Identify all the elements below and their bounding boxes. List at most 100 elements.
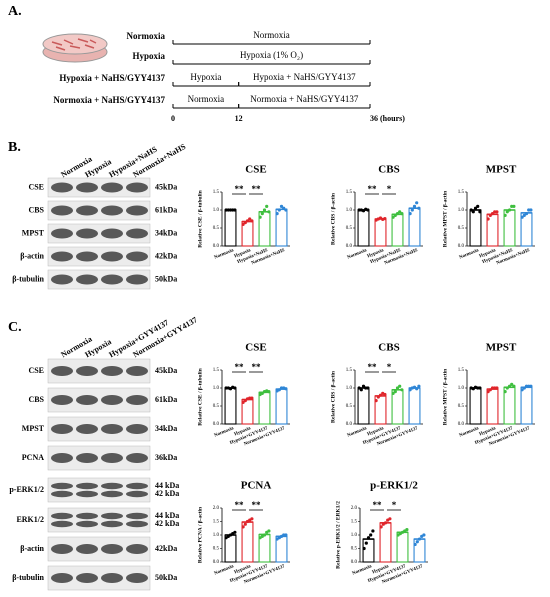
y-tick-label: 0.5 [346,226,353,231]
y-tick-label: 1.0 [351,533,358,538]
data-point [262,533,267,537]
x-tick-label: Hypoxia [367,426,386,437]
x-tick-label: Hypoxia [372,564,391,575]
blot-label: CSE [28,182,44,191]
panel-label: C. [8,320,22,335]
data-point [503,213,507,217]
y-tick-label: 1.5 [213,520,220,525]
y-tick-label: 0.0 [346,422,353,427]
panel-label: A. [8,4,22,19]
data-point [366,208,370,212]
data-point [510,382,514,386]
data-point [282,206,286,210]
bar [391,213,404,247]
bar [469,209,482,247]
x-tick-label: Normoxia [214,564,235,577]
data-point [275,212,279,216]
blot-band [126,512,148,520]
y-tick-label: 1.5 [458,368,465,373]
y-tick-label: 1.0 [213,386,220,391]
data-point [371,529,375,533]
data-point [522,386,526,390]
x-tick-label: Normoxia [214,248,235,261]
data-point [422,533,426,537]
data-point [277,208,281,212]
blot-strip [47,507,151,533]
data-point [507,208,512,212]
y-tick-label: 1.5 [458,190,465,195]
data-point [357,208,361,212]
blot-band [101,490,123,498]
condition-label: Hypoxia + NaHS/GYY4137 [59,73,165,83]
data-point [415,201,419,205]
data-point [476,204,480,208]
chart-title: CBS [378,164,399,176]
data-point [512,204,516,208]
data-point [362,546,366,551]
data-point [233,208,237,212]
data-point [361,384,366,388]
data-point [395,386,400,390]
data-point [486,217,490,221]
y-axis-label: Relative CBS / β-actin [330,371,336,423]
y-tick-label: 0.5 [213,547,220,552]
y-tick-label: 1.0 [458,386,465,391]
segment-label: Normoxia + NaHS/GYY4137 [250,94,359,104]
data-point [279,204,284,208]
panel-label: B. [8,140,21,155]
segment-label: Hypoxia (1% O₂) [240,50,303,60]
data-point [383,392,387,397]
data-point [520,215,524,219]
segment-label: Normoxia [253,30,290,40]
data-point [486,390,490,394]
data-point [267,390,271,394]
y-tick-label: 0.5 [351,547,358,552]
blot-strip [47,477,151,503]
y-tick-label: 0.5 [458,226,465,231]
data-point [262,208,267,212]
blot-label: CBS [28,205,44,214]
y-tick-label: 0.0 [458,244,465,249]
blot-label: MPST [22,424,45,433]
x-tick-label: Normoxia [459,248,480,261]
data-point [529,208,533,212]
blot-band [76,520,98,528]
data-point [488,388,492,392]
significance-label: ** [235,500,245,510]
condition-label: Normoxia [127,31,166,41]
data-point [527,208,531,212]
data-point [415,540,419,544]
blot-band [126,520,148,528]
chart-title: MPST [486,342,517,354]
chart-title: CBS [378,342,399,354]
y-axis-label: Relative CSE / β-tubulin [197,190,203,247]
kda-label: 50kDa [155,274,177,283]
kda-label: 34kDa [155,424,177,433]
data-point [369,533,373,537]
x-tick-label: Hypoxia [479,248,498,259]
y-axis-label: Relative PCNA / β-actin [197,507,203,563]
data-point [398,210,402,214]
blot-label: CSE [28,366,44,375]
kda-label: 42 kDa [155,519,179,528]
data-point [241,525,245,529]
blot-band [76,182,98,193]
significance-label: ** [368,184,378,194]
data-point [408,212,412,216]
time-tick-label: 36 (hours) [370,114,405,123]
kda-label: 34kDa [155,228,177,237]
significance-label: * [387,184,392,194]
blot-band [76,274,98,285]
data-point [388,517,392,521]
data-point [241,222,245,226]
x-tick-label: Hypoxia [234,564,253,575]
blot-band [76,424,98,434]
blot-band [76,205,98,216]
y-tick-label: 0.5 [213,404,220,409]
data-point [364,386,368,390]
data-point [522,213,526,217]
y-tick-label: 1.0 [346,208,353,213]
blot-strip [47,269,151,290]
data-point [224,208,228,212]
y-tick-label: 0.0 [213,244,220,249]
